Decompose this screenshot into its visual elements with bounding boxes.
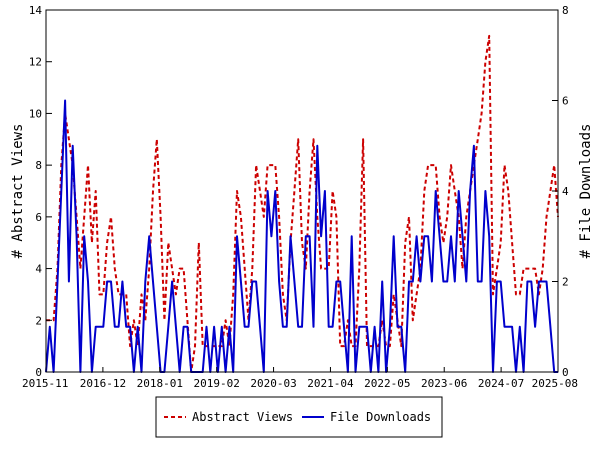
left-y-tick-label: 2	[35, 314, 42, 327]
x-tick-label: 2025-08	[532, 377, 578, 390]
right-y-tick-label: 6	[562, 95, 569, 108]
x-tick-label: 2020-03	[250, 377, 296, 390]
right-axis-title: # File Downloads	[578, 124, 594, 259]
left-y-tick-label: 4	[35, 263, 42, 276]
legend: Abstract Views File Downloads	[155, 396, 443, 438]
right-y-tick-label: 4	[562, 185, 569, 198]
right-y-tick-label: 2	[562, 276, 569, 289]
left-y-tick-label: 0	[35, 366, 42, 379]
left-y-tick-label: 14	[29, 4, 43, 17]
left-axis-title: # Abstract Views	[10, 124, 26, 259]
x-tick-label: 2015-11	[22, 377, 68, 390]
right-y-tick-label: 8	[562, 4, 569, 17]
x-tick-label: 2016-12	[80, 377, 126, 390]
series-layer	[45, 34, 559, 373]
x-tick-label: 2021-04	[307, 377, 354, 390]
legend-label-file-downloads: File Downloads	[330, 410, 431, 424]
legend-label-abstract-views: Abstract Views	[192, 410, 293, 424]
axes-layer: 0 2 4 6 8 10 12 14 0 2 4 6 8 2015-11 2016-12 2018-01 201…	[22, 4, 578, 390]
right-y-tick-label: 0	[562, 366, 569, 379]
x-tick-label: 2024-07	[478, 377, 524, 390]
legend-box	[155, 396, 443, 438]
x-tick-label: 2018-01	[137, 377, 183, 390]
left-y-tick-label: 10	[29, 107, 42, 120]
left-y-tick-label: 6	[35, 211, 42, 224]
series-line-file-downloads	[45, 99, 558, 373]
left-y-tick-label: 12	[29, 56, 42, 69]
x-tick-label: 2022-05	[364, 377, 410, 390]
x-tick-label: 2019-02	[193, 377, 239, 390]
left-y-tick-label: 8	[35, 159, 42, 172]
x-tick-label: 2023-06	[421, 377, 467, 390]
